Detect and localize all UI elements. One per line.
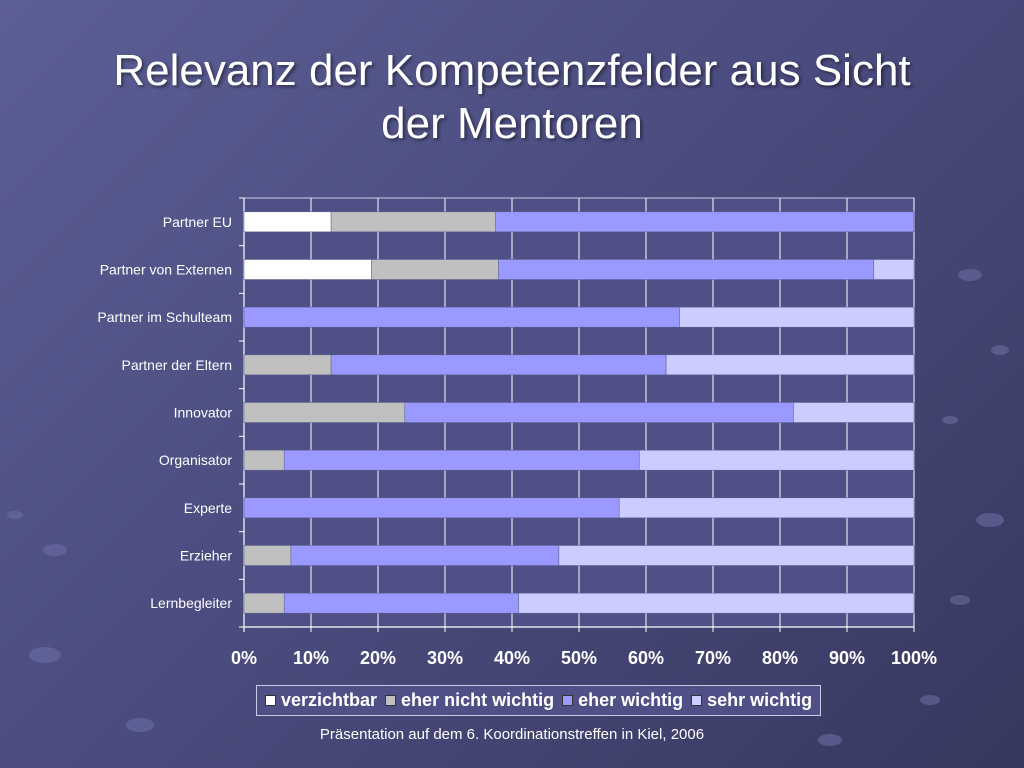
bar-segment <box>873 259 915 280</box>
x-tick-label: 50% <box>561 648 597 668</box>
legend-swatch <box>385 695 397 706</box>
bar-segment <box>243 402 406 423</box>
legend-label: sehr wichtig <box>707 690 813 710</box>
bar-segment <box>558 545 915 566</box>
slide-title-line-2: der Mentoren <box>381 99 643 148</box>
legend-swatch <box>562 695 574 706</box>
bar-segment <box>665 354 915 376</box>
x-tick-label: 100% <box>891 648 937 668</box>
slide-title-line-1: Relevanz der Kompetenzfelder aus Sicht <box>113 46 911 95</box>
x-tick-label: 70% <box>695 648 731 668</box>
bar-segment <box>243 449 285 471</box>
x-tick-label: 40% <box>494 648 530 668</box>
category-label: Erzieher <box>180 548 232 564</box>
bar-segment <box>330 354 667 376</box>
bar-segment <box>243 306 680 328</box>
legend-label: eher wichtig <box>578 690 684 710</box>
legend-swatch <box>265 695 276 706</box>
category-label: Partner EU <box>163 214 232 230</box>
category-label: Partner von Externen <box>100 262 232 278</box>
x-tick-label: 10% <box>293 648 329 668</box>
bar-segment <box>495 211 915 233</box>
x-tick-label: 80% <box>762 648 798 668</box>
legend-label: verzichtbar <box>281 690 378 710</box>
category-label: Organisator <box>159 452 232 468</box>
category-label: Partner im Schulteam <box>97 309 232 325</box>
legend-item: verzichtbar <box>265 690 377 711</box>
chart-legend: verzichtbar eher nicht wichtig eher wichti… <box>256 685 822 716</box>
legend-item: sehr wichtig <box>691 690 812 711</box>
category-label: Innovator <box>174 405 233 421</box>
legend-item: eher nicht wichtig <box>385 690 554 711</box>
bar-segment <box>243 259 372 280</box>
category-label: Experte <box>184 500 232 516</box>
x-tick-label: 90% <box>829 648 865 668</box>
category-label: Lernbegleiter <box>150 595 232 611</box>
legend-item: eher wichtig <box>562 690 683 711</box>
legend-swatch <box>691 695 703 706</box>
bar-segment <box>243 211 332 233</box>
slide-title: Relevanz der Kompetenzfelder aus Sicht d… <box>62 44 962 150</box>
x-tick-label: 20% <box>360 648 396 668</box>
bar-segment <box>679 306 915 328</box>
bar-segment <box>283 592 519 614</box>
bar-segment <box>290 545 560 566</box>
bar-segment <box>498 259 875 280</box>
x-tick-label: 30% <box>427 648 463 668</box>
bar-segment <box>283 449 640 471</box>
x-tick-label: 60% <box>628 648 664 668</box>
bar-segment <box>243 545 292 566</box>
bar-segment <box>404 402 794 423</box>
bar-segment <box>243 354 332 376</box>
x-tick-label: 0% <box>231 648 257 668</box>
bar-segment <box>793 402 915 423</box>
category-label: Partner der Eltern <box>122 357 233 373</box>
slide-footer: Präsentation auf dem 6. Koordinationstre… <box>319 726 705 743</box>
bar-segment <box>243 592 285 614</box>
legend-label: eher nicht wichtig <box>401 690 555 710</box>
bar-segment <box>330 211 496 233</box>
bar-segment <box>243 497 620 519</box>
bar-segment <box>618 497 915 519</box>
bar-segment <box>518 592 915 614</box>
bar-segment <box>371 259 499 280</box>
bar-segment <box>639 449 915 471</box>
